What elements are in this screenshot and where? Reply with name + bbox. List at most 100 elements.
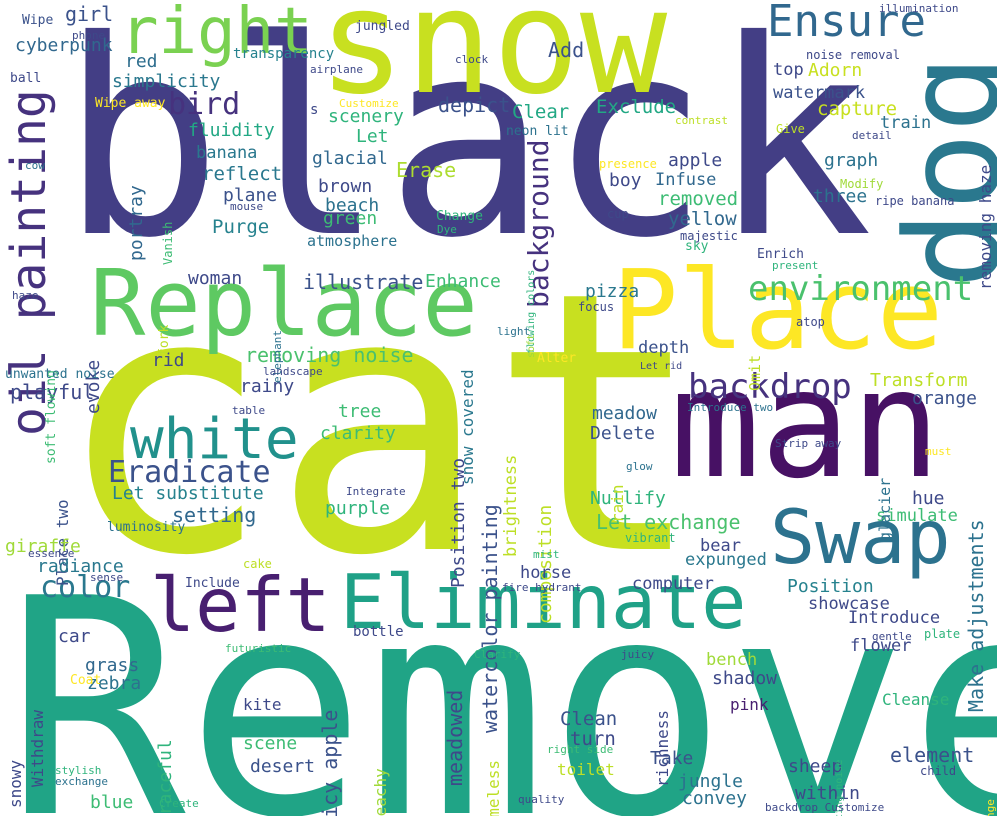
- word-ripe-banana: ripe banana: [875, 194, 955, 208]
- word-juicy-apple: juicy apple: [318, 709, 342, 816]
- word-giraffe: giraffe: [5, 536, 81, 557]
- word-strip-away: Strip away: [775, 437, 842, 450]
- word-watercolor-painting: watercolor painting: [478, 504, 502, 733]
- word-three: three: [813, 186, 868, 207]
- word-create: Create: [159, 797, 199, 810]
- word-black: black: [60, 0, 873, 297]
- word-transform: Transform: [870, 370, 968, 391]
- word-detail: detail: [852, 129, 892, 142]
- word-infuse: Infuse: [655, 170, 717, 190]
- word-rid: rid: [152, 350, 185, 371]
- word-airplane: airplane: [310, 63, 363, 76]
- word-top: top: [773, 60, 804, 80]
- word-integrate: Integrate: [346, 485, 406, 498]
- word-essence: essence: [28, 547, 75, 560]
- word-quality: quality: [518, 793, 565, 806]
- word-right: right: [120, 0, 313, 69]
- word-beachy: beachy: [371, 767, 390, 816]
- word-wipe: Wipe: [22, 13, 54, 28]
- word-zebra: zebra: [87, 673, 142, 694]
- word-fluidity: fluidity: [188, 120, 275, 141]
- word-phone: phone: [72, 29, 106, 42]
- word-let: Let: [356, 126, 389, 147]
- word-table: table: [232, 404, 266, 417]
- word-scenery: scenery: [328, 106, 404, 127]
- word-erase: Erase: [396, 158, 457, 182]
- word-left: left: [150, 561, 331, 649]
- word-depict: depict: [438, 93, 511, 117]
- word-sense: sense: [90, 571, 124, 584]
- word-cake: cake: [243, 557, 272, 571]
- word-red: red: [125, 51, 158, 72]
- word-illustrate: illustrate: [303, 270, 424, 294]
- word-girl: girl: [65, 2, 114, 26]
- word-turn: turn: [570, 728, 616, 750]
- word-soft-flowing: soft flowing: [44, 369, 59, 464]
- word-removing-noise: removing noise: [245, 343, 414, 367]
- word-blue: blue: [90, 792, 134, 813]
- word-yellow: yellow: [668, 208, 737, 230]
- word-clock: clock: [455, 53, 489, 66]
- word-snow: snow: [318, 0, 668, 127]
- word-introduce: Introduce: [848, 608, 941, 628]
- word-tree: tree: [338, 401, 382, 422]
- word-expunged: expunged: [685, 550, 767, 570]
- word-flower: flower: [850, 636, 912, 656]
- word-juicy: juicy: [621, 648, 655, 661]
- word-eliminate: Eliminate: [340, 558, 747, 646]
- word-cat: cat: [55, 215, 706, 634]
- word-rain: rain: [608, 484, 627, 524]
- word-meadow: meadow: [592, 403, 658, 424]
- word-hue: hue: [912, 488, 945, 509]
- word-enhance: Enhance: [425, 271, 501, 292]
- word-backdrop-customize: backdrop Customize: [765, 801, 885, 814]
- word-plane: plane: [223, 185, 278, 206]
- word-landscape-rearrange: landscape Rearrange: [984, 800, 997, 816]
- word-take: Take: [650, 748, 694, 769]
- word-position-two: Position two: [448, 457, 469, 588]
- word-removing-haze: removing haze: [976, 164, 995, 290]
- word-jungle: jungle: [678, 771, 744, 792]
- word-atmosphere: atmosphere: [307, 232, 398, 250]
- word-pink: pink: [730, 695, 769, 714]
- word-desert: desert: [250, 756, 316, 777]
- word-graph: graph: [824, 150, 879, 171]
- word-gentle: gentle: [872, 630, 912, 643]
- word-wipe-away: Wipe away: [95, 96, 166, 111]
- word-majestic: majestic: [680, 229, 738, 243]
- word-playful: playful: [10, 380, 95, 404]
- word-cyberpunk: cyberpunk: [15, 35, 113, 56]
- word-give: Give: [776, 122, 805, 136]
- word-grass: grass: [85, 655, 140, 676]
- word-within: within: [795, 783, 861, 804]
- word-glacial: glacial: [312, 148, 388, 169]
- word-swap: Swap: [770, 493, 951, 581]
- word-haze: haze: [12, 289, 39, 302]
- word-present: present: [772, 259, 819, 272]
- word-simulate: simulate: [876, 506, 958, 526]
- word-neon-lit: neon lit: [506, 124, 569, 139]
- word-cow: cow: [25, 159, 45, 172]
- word-meadowed: meadowed: [443, 689, 467, 786]
- word-place: Place: [612, 246, 944, 374]
- word-stylish: stylish: [55, 764, 102, 777]
- word-boy: boy: [609, 170, 642, 191]
- word-fork: fork: [157, 324, 172, 357]
- word-nullify: Nullify: [590, 488, 666, 509]
- word-ensure: Ensure: [767, 0, 926, 47]
- word-vanish: Vanish: [161, 221, 175, 266]
- word-omit: Omit: [746, 354, 764, 391]
- word-pizza: pizza: [585, 281, 640, 302]
- word-backdrop: backdrop: [688, 367, 852, 407]
- word-landscape: landscape: [263, 365, 323, 378]
- word-glacier: glacier: [876, 477, 894, 541]
- word-focus: focus: [578, 300, 615, 314]
- word-illumination: illumination: [879, 2, 959, 15]
- word-apple: apple: [668, 150, 723, 171]
- word-child: child: [920, 764, 957, 778]
- word-sheep: sheep: [788, 756, 843, 777]
- word-atop: atop: [796, 315, 825, 329]
- word-mouse: mouse: [230, 200, 264, 213]
- word-purge: Purge: [212, 216, 270, 238]
